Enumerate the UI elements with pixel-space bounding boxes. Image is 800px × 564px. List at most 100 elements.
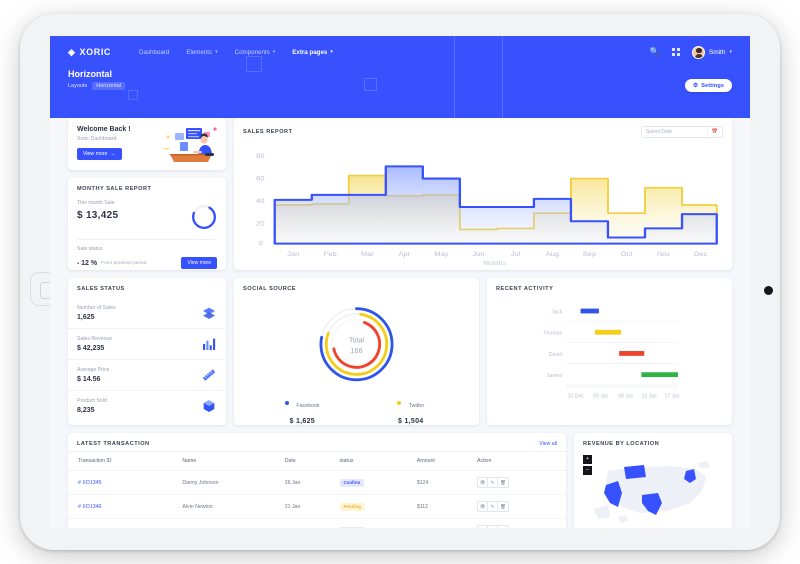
row-middle: SALES STATUS Number of Sales 1,625 [68,278,732,425]
search-icon[interactable]: 🔍 [649,47,660,56]
trash-icon[interactable]: 🗑 [500,479,506,485]
monthly-pct-wrap: ▪ 12 % [77,260,97,267]
legend-value: $ 1,504 [398,418,424,425]
sales-status-item: Sales Revenue $ 42,235 [68,329,226,360]
welcome-text: Welcome Back ! Xoric Dashboard View more… [68,118,164,168]
nav-item-extra-pages[interactable]: Extra pages ▾ [292,49,333,56]
cell-transaction-id[interactable]: # XO1345 [68,470,179,495]
trash-icon[interactable]: 🗑 [500,503,506,509]
apps-grid-icon[interactable] [671,48,680,56]
nav-item-components[interactable]: Components ▾ [235,49,276,56]
pencil-icon[interactable]: ✎ [488,478,499,487]
cell-amount: $124 [412,470,474,495]
status-label: Number of Sales [77,305,116,311]
pencil-icon[interactable]: ✎ [488,526,499,528]
svg-text:May: May [434,251,449,258]
legend-label: Facebook [296,403,320,409]
map-zoom-out-button[interactable]: – [583,466,592,475]
cell-name: Alvin Newton [178,494,281,519]
welcome-view-more-button[interactable]: View more → [77,148,122,160]
recent-activity-card: RECENT ACTIVITY Jack Thomas David James [487,278,732,425]
social-source-card: SOCIAL SOURCE Total 166 [234,278,479,425]
settings-button[interactable]: ⚙ Settings [684,79,732,92]
user-menu[interactable]: Smith ▾ [691,45,732,59]
status-value: $ 42,235 [77,345,105,352]
svg-text:Oct: Oct [621,251,633,258]
eye-icon[interactable]: 👁 [478,502,489,511]
social-source-title: SOCIAL SOURCE [243,286,297,292]
monthly-footer: Sale status ▪ 12 % From previous period … [68,240,226,269]
latest-transaction-header: LATEST TRANSACTION View all [68,433,566,451]
top-navbar: ◈ XORIC Dashboard Elements ▾ Components [50,36,750,62]
welcome-subtitle: Xoric Dashboard [77,136,117,142]
nav-label: Elements [186,48,213,56]
cube-icon [203,400,215,412]
action-group: 👁 ✎ 🗑 [477,501,510,512]
cell-name: Danny Johnson [178,470,281,495]
svg-text:40: 40 [256,198,264,205]
transaction-table: Transaction ID Name Date status Amount A… [68,451,566,528]
legend-value: $ 1,625 [289,418,315,425]
status-value: 8,235 [77,407,95,414]
tablet-camera [764,286,773,295]
svg-text:Nov: Nov [657,251,671,258]
svg-text:Jul: Jul [511,251,521,258]
breadcrumb-item-layouts[interactable]: Layouts [68,83,88,89]
brand-name: XORIC [79,47,112,57]
chart-xlabel: Months [483,260,506,266]
svg-text:20: 20 [256,221,264,228]
revenue-by-location-card: REVENUE BY LOCATION + – [574,433,732,528]
eye-icon[interactable]: 👁 [478,526,489,528]
view-all-link[interactable]: View all [539,441,557,447]
brand-logo[interactable]: ◈ XORIC [68,47,111,58]
calendar-icon[interactable]: 📅 [706,129,718,135]
monthly-pct: 12 % [81,259,98,267]
svg-text:0: 0 [259,241,263,248]
cell-transaction-id[interactable]: # XO1347 [68,518,179,528]
cell-status: Confirm [335,470,413,495]
monthly-value: $ 13,425 [77,210,119,221]
header-deco-line [502,36,504,118]
monthly-status-label: Sale status [77,246,103,252]
column-transaction-id: Transaction ID [68,451,179,471]
header-deco-square [364,78,377,91]
table-row: # XO1345 Danny Johnson 26 Jan Confirm $1… [68,470,566,495]
us-map[interactable] [574,455,732,528]
nav-item-dashboard[interactable]: Dashboard [139,49,169,56]
cell-date: 15 Jan [280,518,336,528]
legend-dot-icon [397,400,402,405]
sales-report-header: SALES REPORT Select Date 📅 [234,118,732,138]
cell-transaction-id[interactable]: # XO1346 [68,494,179,519]
svg-text:60: 60 [256,176,264,183]
gear-icon: ⚙ [692,82,699,89]
recent-activity-title: RECENT ACTIVITY [496,286,554,292]
donut-center-label: Total [349,336,364,344]
cell-date: 21 Jan [280,494,336,519]
svg-text:James: James [547,373,563,379]
us-map-svg [594,461,710,523]
monthly-status-row: ▪ 12 % From previous period View more [77,257,217,269]
monthly-view-more-button[interactable]: View more [181,257,217,269]
chevron-down-icon: ▾ [330,49,333,55]
monthly-progress-ring [191,204,217,230]
sales-status-item: Product Sold 8,235 [68,391,226,421]
breadcrumb: Layouts Horizontal [68,82,126,90]
eye-icon[interactable]: 👁 [478,478,489,487]
trash-icon[interactable]: 🗑 [498,526,508,529]
map-zoom-in-button[interactable]: + [583,455,592,464]
svg-text:Jack: Jack [551,309,562,315]
nav-links: Dashboard Elements ▾ Components ▾ Extra … [139,49,333,56]
chevron-down-icon: ▾ [729,49,732,55]
legend-item-facebook: Facebook $ 1,625 [248,394,357,425]
nav-item-elements[interactable]: Elements ▾ [186,49,217,56]
nav-right-actions: 🔍 Smith ▾ [649,45,732,59]
sales-report-column: SALES REPORT Select Date 📅 [234,118,732,270]
donut-center-value: 166 [351,347,363,355]
status-label: Average Price [77,367,110,373]
action-group: 👁 ✎ 🗑 [477,525,510,529]
header-deco-square [128,90,138,100]
column-name: Name [178,451,281,471]
select-date-input[interactable]: Select Date 📅 [641,126,723,138]
pencil-icon[interactable]: ✎ [488,502,499,511]
